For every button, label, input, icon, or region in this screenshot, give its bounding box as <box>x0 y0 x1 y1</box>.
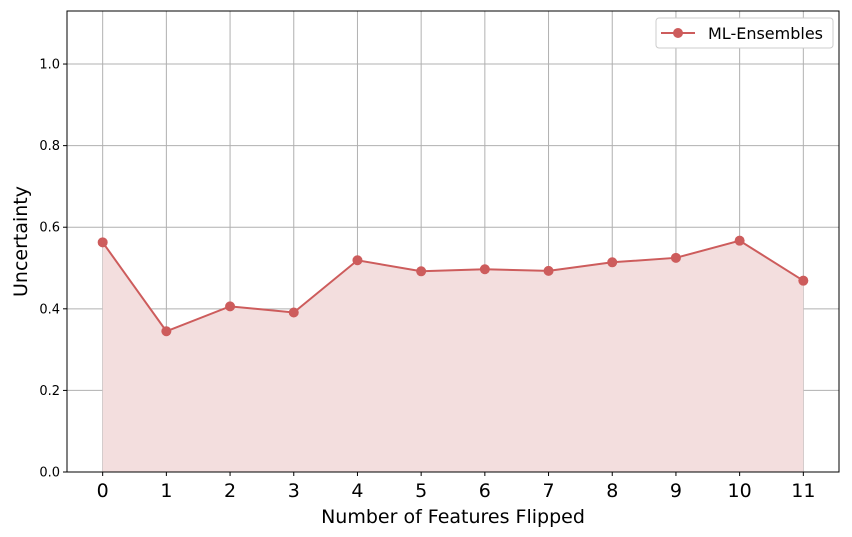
x-tick-label: 7 <box>542 480 554 502</box>
x-tick-label: 5 <box>415 480 427 502</box>
x-tick-label: 2 <box>224 480 236 502</box>
data-point <box>288 307 299 318</box>
legend-marker <box>673 28 683 38</box>
x-tick-label: 4 <box>351 480 363 502</box>
data-point <box>479 264 490 275</box>
series-polyline <box>101 239 804 333</box>
x-tick-label: 10 <box>728 480 752 502</box>
plot-frame <box>66 10 840 473</box>
x-tick-label: 0 <box>97 480 109 502</box>
y-tick-label: 1.0 <box>39 58 60 73</box>
x-tick-label: 9 <box>670 480 682 502</box>
y-axis-label: Uncertainty <box>10 186 32 297</box>
data-point <box>670 252 681 263</box>
markers <box>97 235 809 337</box>
y-tick-label: 0.6 <box>39 221 60 236</box>
data-point <box>352 255 363 266</box>
data-point <box>543 265 554 276</box>
y-axis-ticks: 0.0 0.2 0.4 0.6 0.8 1.0 <box>39 58 67 481</box>
series-area <box>102 240 804 472</box>
data-point <box>798 275 809 286</box>
y-tick-label: 0.4 <box>39 302 60 317</box>
legend-label: ML-Ensembles <box>708 24 823 43</box>
data-point <box>97 237 108 248</box>
data-point <box>225 301 236 312</box>
x-tick-label: 11 <box>791 480 815 502</box>
x-axis-ticks: 0 1 2 3 4 5 6 7 8 9 10 11 <box>97 472 815 502</box>
data-point <box>416 266 427 277</box>
series-line <box>101 239 804 333</box>
y-tick-label: 0.8 <box>39 139 60 154</box>
data-point <box>607 257 618 268</box>
x-tick-label: 6 <box>479 480 491 502</box>
y-tick-label: 0.0 <box>39 466 60 481</box>
data-point <box>734 235 745 246</box>
area-fill <box>102 240 804 472</box>
legend: ML-Ensembles <box>655 17 834 49</box>
legend-box <box>655 17 834 49</box>
x-tick-label: 1 <box>160 480 172 502</box>
data-point <box>161 326 172 337</box>
x-tick-label: 8 <box>606 480 618 502</box>
y-tick-label: 0.2 <box>39 384 60 399</box>
x-tick-label: 3 <box>288 480 300 502</box>
x-axis-label: Number of Features Flipped <box>321 506 585 528</box>
